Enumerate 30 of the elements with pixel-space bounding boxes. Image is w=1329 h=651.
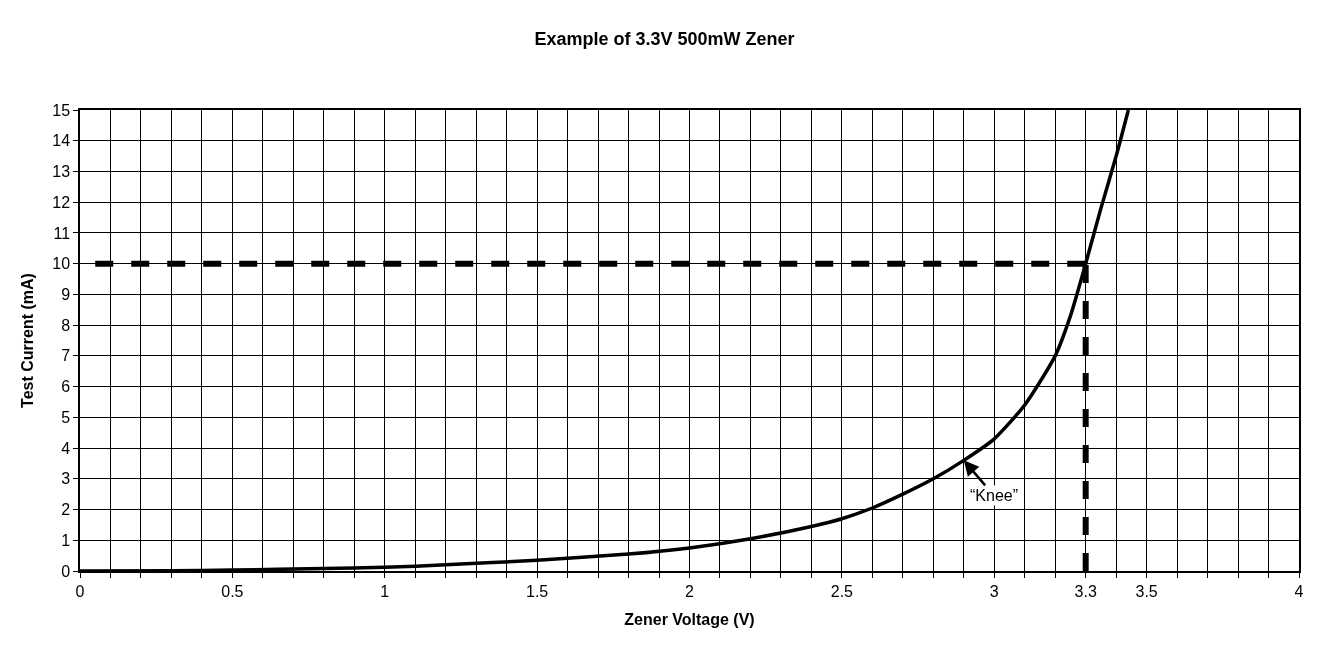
x-tick-label: 0 (75, 582, 85, 600)
y-tick-label: 4 (61, 439, 71, 457)
y-tick-label: 12 (52, 193, 71, 211)
x-tick-label: 1 (380, 582, 390, 600)
y-tick-label: 10 (52, 255, 71, 273)
x-tick-label: 3.5 (1135, 582, 1158, 600)
y-tick-label: 1 (61, 531, 71, 549)
y-tick-label: 15 (52, 101, 71, 119)
x-tick-label: 1.5 (526, 582, 549, 600)
x-axis-title: Zener Voltage (V) (624, 611, 755, 629)
y-tick-label: 0 (61, 562, 71, 580)
y-tick-label: 8 (61, 316, 71, 334)
y-tick-label: 14 (52, 132, 71, 150)
y-tick-label: 2 (61, 501, 71, 519)
y-tick-label: 3 (61, 470, 71, 488)
y-axis-title: Test Current (mA) (18, 273, 36, 408)
y-tick-label: 6 (61, 378, 71, 396)
y-tick-label: 5 (61, 408, 71, 426)
y-tick-label: 7 (61, 347, 71, 365)
y-tick-label: 13 (52, 163, 71, 181)
y-tick-label: 11 (53, 224, 71, 242)
y-tick-label: 9 (61, 286, 71, 303)
annotation: “Knee” (970, 487, 1019, 504)
chart-title: Example of 3.3V 500mW Zener (534, 29, 795, 50)
x-tick-label: 3.3 (1074, 582, 1097, 600)
x-tick-label: 0.5 (221, 582, 244, 600)
x-tick-label: 2.5 (830, 582, 854, 600)
x-tick-label: 4 (1294, 582, 1304, 600)
x-tick-label: 2 (685, 582, 695, 600)
x-tick-label: 3 (989, 582, 999, 600)
